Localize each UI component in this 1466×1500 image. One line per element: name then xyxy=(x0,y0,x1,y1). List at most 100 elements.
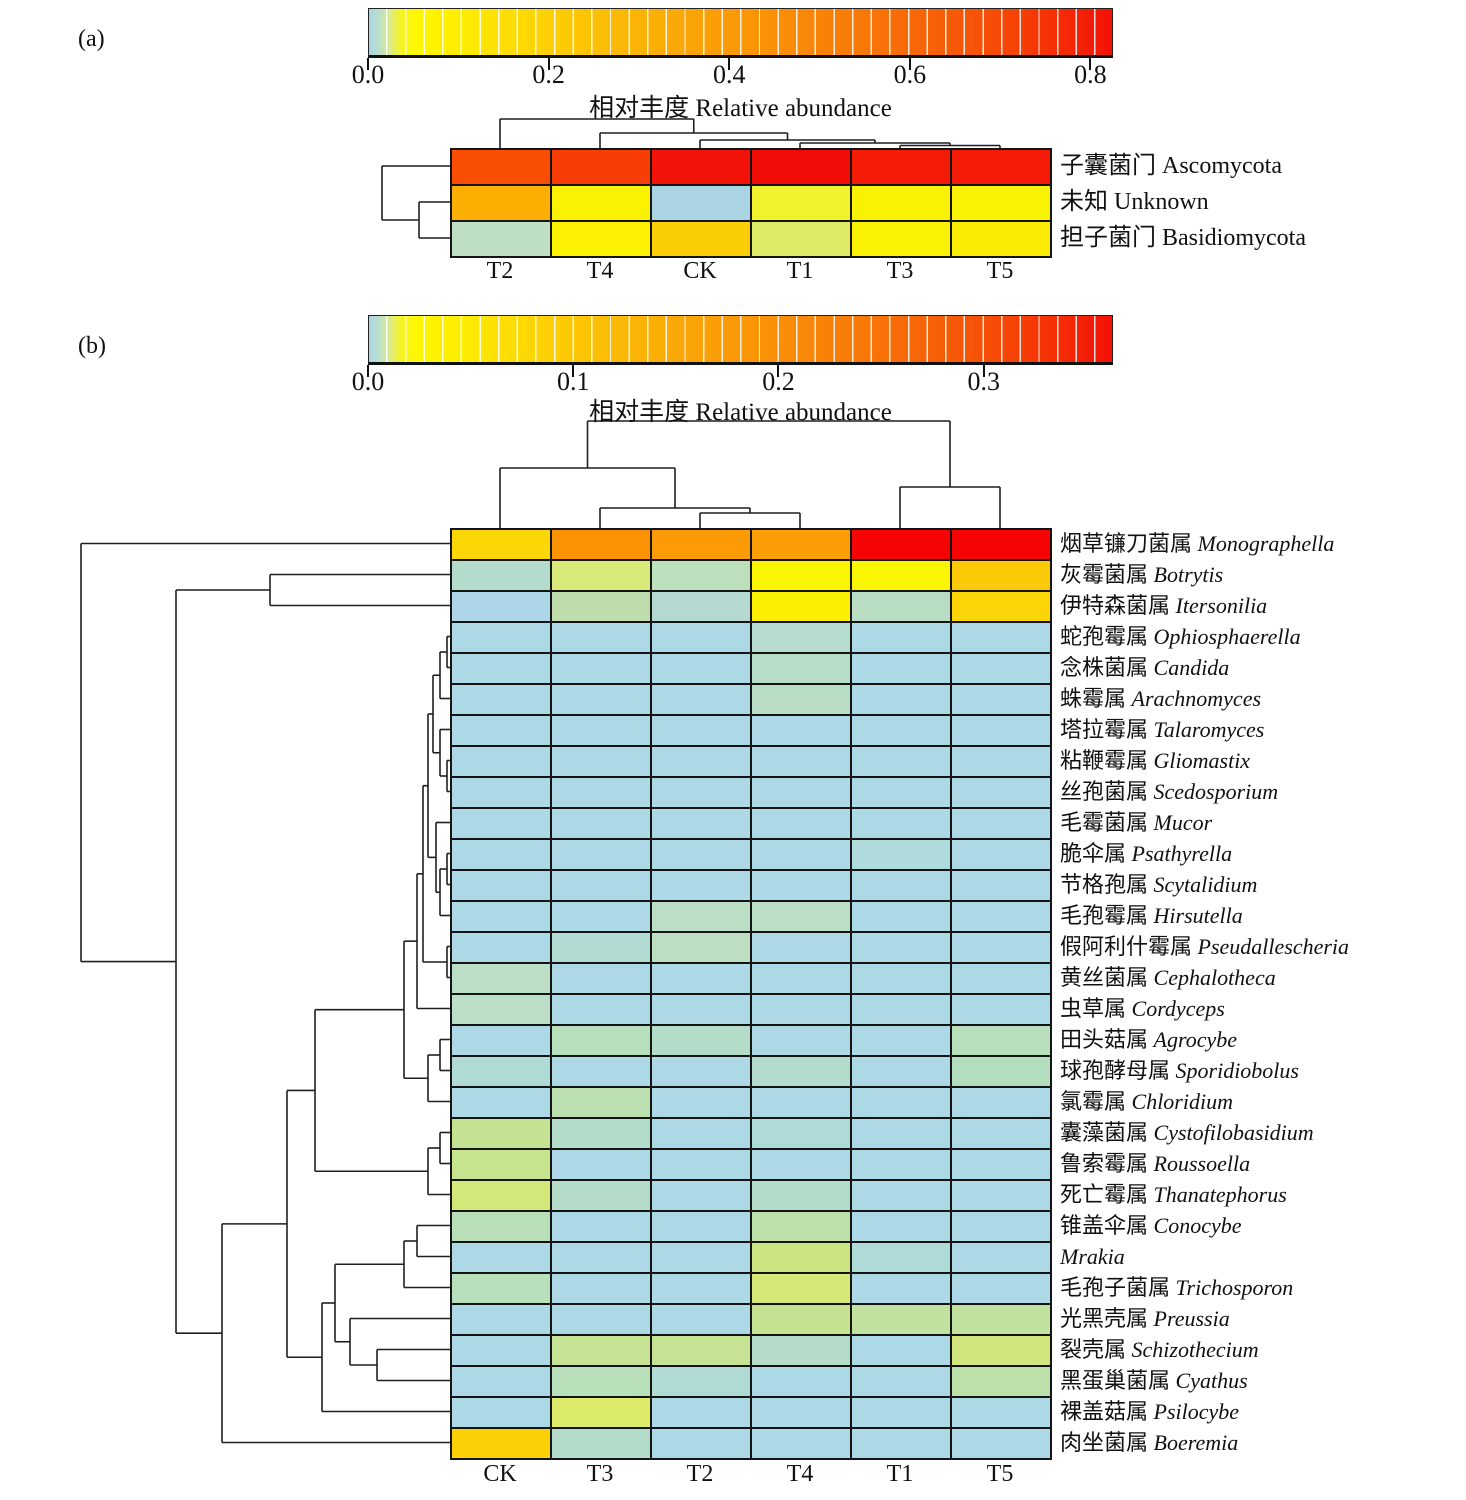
heatmap-cell xyxy=(651,994,751,1025)
heatmap-cell xyxy=(551,1087,651,1118)
row-label-zh: 裂壳属 xyxy=(1060,1337,1132,1362)
row-label-zh: 裸盖菇属 xyxy=(1060,1399,1154,1424)
heatmap-cell xyxy=(551,1242,651,1273)
heatmap-cell xyxy=(951,1242,1051,1273)
heatmap-cell xyxy=(451,1428,551,1459)
row-label-latin: Unknown xyxy=(1114,189,1209,215)
row-label-latin: Pseudallescheria xyxy=(1197,934,1350,959)
heatmap-cell xyxy=(951,994,1051,1025)
colorbar-tick-label: 0.4 xyxy=(712,60,746,89)
row-label: 脆伞属 Psathyrella xyxy=(1060,838,1232,869)
column-label: T2 xyxy=(686,1461,714,1487)
heatmap-cell xyxy=(551,777,651,808)
heatmap-cell xyxy=(751,221,851,257)
colorbar-tick xyxy=(367,58,369,70)
colorbar-tick xyxy=(908,58,911,70)
column-label: CK xyxy=(483,1461,517,1487)
heatmap-cell xyxy=(851,870,951,901)
heatmap-cell xyxy=(951,1335,1051,1366)
heatmap-cell xyxy=(851,715,951,746)
heatmap-cell xyxy=(851,1366,951,1397)
row-label: 肉坐菌属 Boeremia xyxy=(1060,1427,1238,1458)
row-label: 锥盖伞属 Conocybe xyxy=(1060,1210,1241,1241)
colorbar-tick-label: 0.0 xyxy=(351,367,385,396)
heatmap-cell xyxy=(951,591,1051,622)
row-label-latin: Talaromyces xyxy=(1153,717,1265,742)
heatmap-cell xyxy=(451,932,551,963)
heatmap-cell xyxy=(851,1118,951,1149)
heatmap-cell xyxy=(451,1335,551,1366)
heatmap-cell xyxy=(851,560,951,591)
row-label-zh: 黑蛋巢菌属 xyxy=(1060,1368,1176,1393)
heatmap-cell xyxy=(651,622,751,653)
heatmap-cell xyxy=(451,777,551,808)
heatmap-cell xyxy=(651,1304,751,1335)
heatmap-cell xyxy=(951,901,1051,932)
row-label: 死亡霉属 Thanatephorus xyxy=(1060,1179,1287,1210)
heatmap-cell xyxy=(751,1273,851,1304)
heatmap-cell xyxy=(951,963,1051,994)
column-label: T3 xyxy=(586,1461,614,1487)
heatmap-cell xyxy=(951,1211,1051,1242)
row-label-zh: 毛孢霉属 xyxy=(1060,903,1154,928)
row-label-zh: 毛霉菌属 xyxy=(1060,810,1154,835)
row-label: 担子菌门 Basidiomycota xyxy=(1060,220,1306,256)
row-label: 虫草属 Cordyceps xyxy=(1060,993,1225,1024)
heatmap-cell xyxy=(751,622,851,653)
heatmap-cell xyxy=(751,870,851,901)
heatmap-cell xyxy=(951,1366,1051,1397)
heatmap-cell xyxy=(951,932,1051,963)
row-label: 黄丝菌属 Cephalotheca xyxy=(1060,962,1276,993)
row-label-zh: 囊藻菌属 xyxy=(1060,1120,1154,1145)
heatmap-cell xyxy=(451,901,551,932)
heatmap-cell xyxy=(851,777,951,808)
colorbar-tick-label: 0.1 xyxy=(556,367,590,396)
row-label-zh: 毛孢子菌属 xyxy=(1060,1275,1176,1300)
row-label: 假阿利什霉属 Pseudallescheria xyxy=(1060,931,1349,962)
heatmap-cell xyxy=(651,1118,751,1149)
row-label-latin: Preussia xyxy=(1153,1306,1230,1331)
heatmap-cell xyxy=(851,808,951,839)
heatmap-cell xyxy=(651,560,751,591)
heatmap-cell xyxy=(451,963,551,994)
heatmap-cell xyxy=(751,653,851,684)
row-label: 裂壳属 Schizothecium xyxy=(1060,1334,1259,1365)
heatmap-cell xyxy=(451,185,551,221)
row-label: 烟草镰刀菌属 Monographella xyxy=(1060,528,1334,559)
row-label-zh: 灰霉菌属 xyxy=(1060,562,1154,587)
row-label-zh: 节格孢属 xyxy=(1060,872,1154,897)
heatmap-cell xyxy=(451,1025,551,1056)
heatmap-cell xyxy=(951,1025,1051,1056)
row-label-latin: Boeremia xyxy=(1153,1430,1239,1455)
heatmap-a xyxy=(450,148,1052,258)
heatmap-cell xyxy=(851,932,951,963)
heatmap-cell xyxy=(651,1211,751,1242)
row-label-latin: Itersonilia xyxy=(1175,593,1268,618)
heatmap-cell xyxy=(751,1118,851,1149)
colorbar-tick-label: 0.0 xyxy=(351,60,385,89)
heatmap-cell xyxy=(551,1180,651,1211)
heatmap-cell xyxy=(451,1056,551,1087)
heatmap-cell xyxy=(851,1335,951,1366)
heatmap-cell xyxy=(651,746,751,777)
heatmap-cell xyxy=(851,1428,951,1459)
heatmap-cell xyxy=(851,839,951,870)
colorbar-tick xyxy=(367,365,369,377)
heatmap-cell xyxy=(751,1397,851,1428)
heatmap-cell xyxy=(851,1025,951,1056)
row-label-zh: 光黑壳属 xyxy=(1060,1306,1154,1331)
row-label-latin: Cordyceps xyxy=(1131,996,1225,1021)
heatmap-cell xyxy=(451,1087,551,1118)
panel-a-label: (a) xyxy=(78,26,105,52)
heatmap-cell xyxy=(551,1149,651,1180)
colorbar-tick-label: 0.8 xyxy=(1074,60,1107,89)
row-label-zh: 黄丝菌属 xyxy=(1060,965,1154,990)
row-label-latin: Cephalotheca xyxy=(1153,965,1276,990)
heatmap-cell xyxy=(451,1180,551,1211)
heatmap-cell xyxy=(451,994,551,1025)
heatmap-cell xyxy=(551,1118,651,1149)
row-label: 灰霉菌属 Botrytis xyxy=(1060,559,1223,590)
row-label: 粘鞭霉属 Gliomastix xyxy=(1060,745,1250,776)
heatmap-cell xyxy=(451,870,551,901)
